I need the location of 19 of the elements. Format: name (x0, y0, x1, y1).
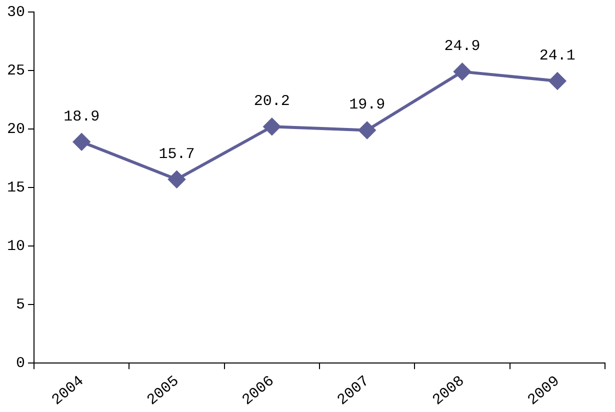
point (73, 133, 90, 150)
y-tick-label: 15 (6, 180, 26, 196)
data-label: 24.1 (539, 48, 576, 65)
point (358, 122, 376, 139)
data-label: 15.7 (158, 146, 195, 163)
point (548, 72, 566, 90)
point (263, 118, 280, 136)
data-label: 24.9 (444, 38, 480, 56)
y-tick-label: 30 (6, 4, 26, 21)
point (168, 170, 186, 188)
y-tick-label: 5 (16, 296, 26, 314)
data-label: 18.9 (64, 108, 100, 126)
y-tick-label: 10 (6, 238, 26, 256)
y-tick-label: 20 (6, 120, 26, 138)
y-tick-label: 25 (6, 62, 26, 80)
data-label: 19.9 (349, 96, 386, 114)
y-tick-label: 0 (16, 355, 26, 372)
data-label: 20.2 (254, 93, 290, 110)
point (454, 63, 471, 80)
